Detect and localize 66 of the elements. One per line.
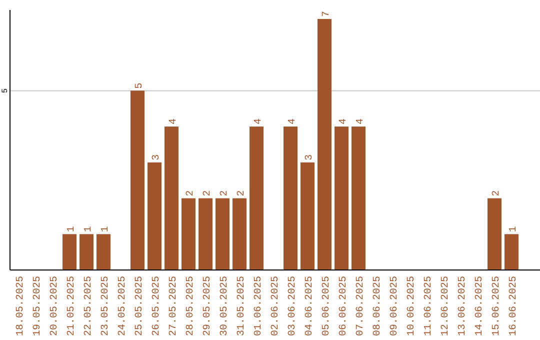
bar bbox=[283, 126, 298, 270]
data-label: 2 bbox=[202, 190, 214, 196]
bar bbox=[198, 198, 213, 270]
x-tick-label: 25.05.2025 bbox=[134, 276, 146, 336]
data-label: 2 bbox=[220, 190, 230, 196]
bar bbox=[147, 162, 162, 270]
data-label: 1 bbox=[508, 226, 520, 232]
x-tick-label: 23.05.2025 bbox=[100, 276, 112, 336]
x-tick-label: 07.06.2025 bbox=[356, 276, 366, 336]
x-tick-label: 09.06.2025 bbox=[390, 276, 400, 336]
data-label: 2 bbox=[186, 190, 196, 196]
x-tick-label: 13.06.2025 bbox=[458, 276, 468, 336]
bar bbox=[215, 198, 230, 270]
data-label: 7 bbox=[322, 10, 332, 17]
bar bbox=[334, 126, 349, 270]
bar bbox=[351, 126, 366, 270]
bar bbox=[130, 90, 145, 270]
x-tick-label: 15.06.2025 bbox=[492, 276, 502, 336]
x-tick-label: 01.06.2025 bbox=[254, 276, 264, 336]
data-label: 4 bbox=[254, 118, 264, 125]
data-label: 1 bbox=[66, 226, 78, 232]
data-label: 4 bbox=[288, 118, 298, 125]
x-tick-label: 30.05.2025 bbox=[220, 276, 230, 336]
x-tick-label: 19.05.2025 bbox=[32, 276, 44, 336]
x-tick-label: 04.06.2025 bbox=[304, 276, 316, 336]
x-tick-label: 16.06.2025 bbox=[508, 276, 520, 336]
data-label: 2 bbox=[492, 190, 502, 196]
x-tick-label: 24.05.2025 bbox=[118, 276, 128, 336]
bar bbox=[79, 234, 94, 270]
x-tick-label: 05.06.2025 bbox=[322, 276, 332, 336]
x-tick-label: 21.05.2025 bbox=[66, 276, 78, 336]
bar bbox=[62, 234, 77, 270]
data-label: 4 bbox=[356, 118, 366, 125]
bar bbox=[504, 234, 519, 270]
x-tick-label: 08.06.2025 bbox=[372, 276, 384, 336]
x-tick-label: 10.06.2025 bbox=[406, 276, 418, 336]
bar bbox=[317, 18, 332, 270]
data-label: 3 bbox=[152, 154, 162, 160]
data-label: 5 bbox=[134, 82, 146, 89]
bar bbox=[164, 126, 179, 270]
data-label: 4 bbox=[168, 118, 180, 125]
bar bbox=[181, 198, 196, 270]
bar bbox=[232, 198, 247, 270]
data-label: 4 bbox=[338, 118, 350, 125]
bar bbox=[96, 234, 111, 270]
x-tick-label: 02.06.2025 bbox=[270, 276, 282, 336]
x-tick-label: 26.05.2025 bbox=[152, 276, 162, 336]
x-tick-label: 18.05.2025 bbox=[16, 276, 26, 336]
x-tick-label: 29.05.2025 bbox=[202, 276, 214, 336]
x-tick-label: 31.05.2025 bbox=[236, 276, 248, 336]
x-tick-label: 14.06.2025 bbox=[474, 276, 486, 336]
x-tick-label: 27.05.2025 bbox=[168, 276, 180, 336]
x-tick-label: 12.06.2025 bbox=[440, 276, 452, 336]
data-label: 2 bbox=[236, 190, 248, 196]
x-tick-label: 28.05.2025 bbox=[186, 276, 196, 336]
bar bbox=[487, 198, 502, 270]
x-tick-label: 20.05.2025 bbox=[50, 276, 60, 336]
x-tick-label: 22.05.2025 bbox=[84, 276, 94, 336]
x-tick-label: 03.06.2025 bbox=[288, 276, 298, 336]
x-tick-label: 06.06.2025 bbox=[338, 276, 350, 336]
bar bbox=[300, 162, 315, 270]
data-label: 1 bbox=[100, 226, 112, 232]
x-tick-label: 11.06.2025 bbox=[424, 276, 434, 336]
bar bbox=[249, 126, 264, 270]
data-label: 3 bbox=[304, 154, 316, 160]
data-label: 1 bbox=[84, 226, 94, 232]
